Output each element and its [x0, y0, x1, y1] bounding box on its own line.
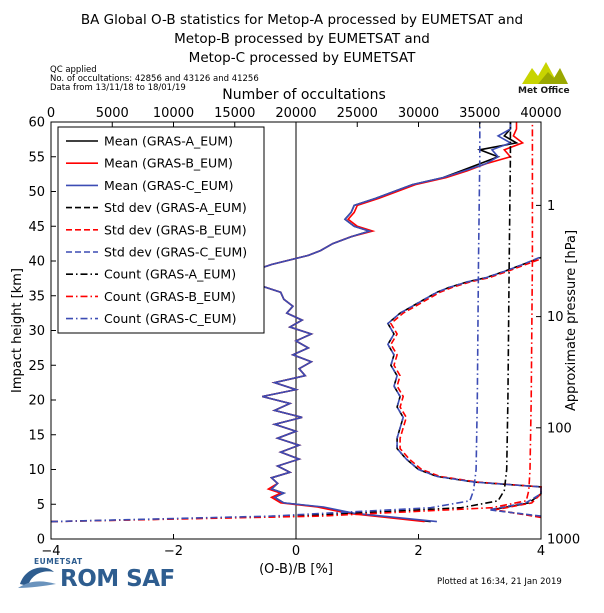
legend-label: Std dev (GRAS-B_EUM): [104, 222, 247, 237]
top-x-tick-label: 30000: [398, 106, 439, 121]
x-axis-label: (O-B)/B [%]: [259, 562, 333, 577]
right-y-tick-label: 10: [547, 310, 564, 325]
title-line-1: BA Global O-B statistics for Metop-A pro…: [80, 12, 524, 28]
top-x-tick-label: 15000: [214, 106, 255, 121]
series-line-8: [50, 122, 534, 523]
right-y-tick-label: 100: [547, 421, 572, 436]
series-line-7: [50, 122, 512, 523]
legend-label: Mean (GRAS-B_EUM): [104, 156, 233, 171]
legend-label: Std dev (GRAS-C_EUM): [104, 245, 247, 260]
eumetsat-label: EUMETSAT: [34, 557, 83, 566]
top-x-tick-label: 0: [47, 106, 55, 121]
series-line-4: [386, 256, 542, 518]
legend-label: Std dev (GRAS-A_EUM): [104, 200, 247, 215]
y-axis-label: Impact height [km]: [10, 268, 25, 393]
top-x-tick-label: 20000: [275, 106, 316, 121]
top-x-axis-label: Number of occultations: [222, 87, 386, 103]
top-x-tick-label: 25000: [337, 106, 378, 121]
top-x-tick-label: 10000: [153, 106, 194, 121]
rom-saf-logo-text: ROM SAF: [60, 566, 175, 592]
y-tick-label: 30: [28, 324, 45, 339]
rom-saf-logo-icon: [18, 567, 56, 588]
right-y-axis-label: Approximate pressure [hPa]: [564, 230, 579, 411]
title-line-3: Metop-C processed by EUMETSAT: [188, 50, 416, 66]
x-tick-label: 2: [414, 544, 422, 559]
y-tick-label: 60: [28, 116, 45, 131]
y-tick-label: 45: [28, 220, 45, 235]
title-line-2: Metop-B processed by EUMETSAT and: [174, 31, 430, 47]
x-tick-label: 4: [537, 544, 545, 559]
series-line-9: [50, 122, 481, 523]
right-y-tick-label: 1000: [547, 533, 580, 548]
series-line-3: [238, 122, 513, 523]
top-x-tick-label: 35000: [459, 106, 500, 121]
legend-label: Count (GRAS-C_EUM): [104, 311, 237, 326]
met-office-logo-icon: [522, 62, 568, 84]
legend-label: Mean (GRAS-A_EUM): [104, 134, 233, 149]
legend-label: Count (GRAS-B_EUM): [104, 289, 236, 304]
y-tick-label: 0: [37, 533, 45, 548]
x-tick-label: 0: [292, 544, 300, 559]
legend-label: Count (GRAS-A_EUM): [104, 267, 236, 282]
legend-box: [57, 126, 265, 334]
right-y-tick-label: 1: [547, 199, 555, 214]
x-tick-label: −2: [164, 544, 183, 559]
x-tick-label: −4: [41, 544, 60, 559]
series-line-6: [386, 256, 542, 517]
y-tick-label: 40: [28, 255, 45, 270]
y-tick-label: 25: [28, 359, 45, 374]
top-x-tick-label: 5000: [96, 106, 129, 121]
info-dates: Data from 13/11/18 to 18/01/19: [50, 83, 186, 93]
y-tick-label: 35: [28, 289, 45, 304]
info-count: No. of occultations: 42856 and 43126 and…: [50, 74, 259, 84]
plotted-timestamp: Plotted at 16:34, 21 Jan 2019: [437, 577, 562, 587]
series-line-1: [238, 122, 519, 523]
y-tick-label: 15: [28, 428, 45, 443]
y-tick-label: 50: [28, 185, 45, 200]
y-tick-label: 20: [28, 394, 45, 409]
top-x-tick-label: 40000: [520, 106, 561, 121]
met-office-logo-text: Met Office: [518, 86, 570, 96]
y-tick-label: 10: [28, 463, 45, 478]
legend-label: Mean (GRAS-C_EUM): [104, 178, 233, 193]
y-tick-label: 55: [28, 150, 45, 165]
y-tick-label: 5: [37, 498, 45, 513]
series-line-5: [389, 258, 542, 519]
series-line-2: [238, 122, 525, 523]
info-qc: QC applied: [50, 65, 97, 75]
